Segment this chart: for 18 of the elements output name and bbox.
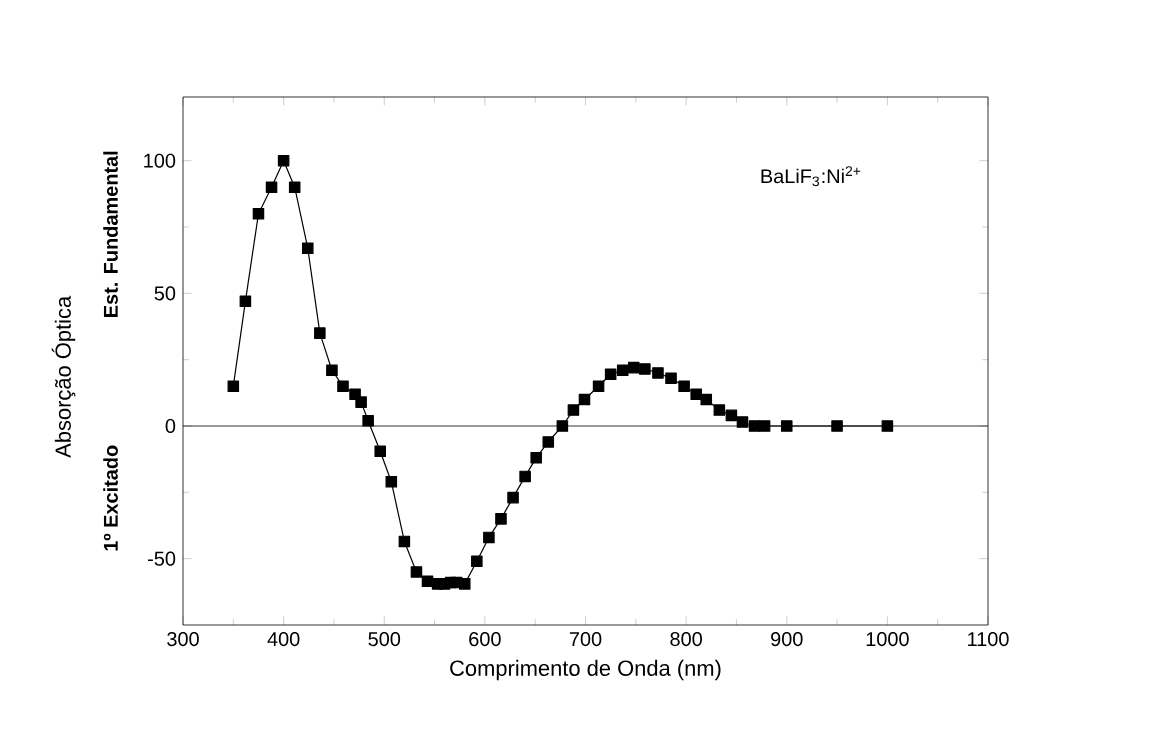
text: Est. Fundamental bbox=[103, 151, 118, 317]
y-tick-label: 100 bbox=[144, 153, 176, 168]
x-tick-label: 300 bbox=[167, 632, 199, 647]
x-tick-label: 1000 bbox=[866, 632, 909, 647]
annotation: BaLiF$_{3}$:Ni$^{2+}$ bbox=[761, 166, 861, 187]
x-tick-label: 700 bbox=[569, 632, 602, 647]
x-tick-label: 600 bbox=[469, 632, 501, 647]
y-tick-label: 0 bbox=[165, 418, 176, 434]
y-tick-label: -50 bbox=[148, 551, 176, 566]
x-tick-label: 400 bbox=[267, 632, 300, 647]
x-axis-title: Comprimento de Onda (nm) bbox=[450, 659, 721, 681]
x-tick-label: 500 bbox=[368, 632, 401, 647]
x-tick-label: 800 bbox=[670, 632, 702, 647]
x-tick-label: 900 bbox=[771, 632, 803, 647]
y-axis-title: Absorção Óptica bbox=[51, 295, 76, 458]
x-tick-label: 1100 bbox=[968, 632, 1009, 647]
text: 1º Excitado bbox=[103, 445, 118, 551]
y-tick-label: 50 bbox=[154, 286, 176, 301]
